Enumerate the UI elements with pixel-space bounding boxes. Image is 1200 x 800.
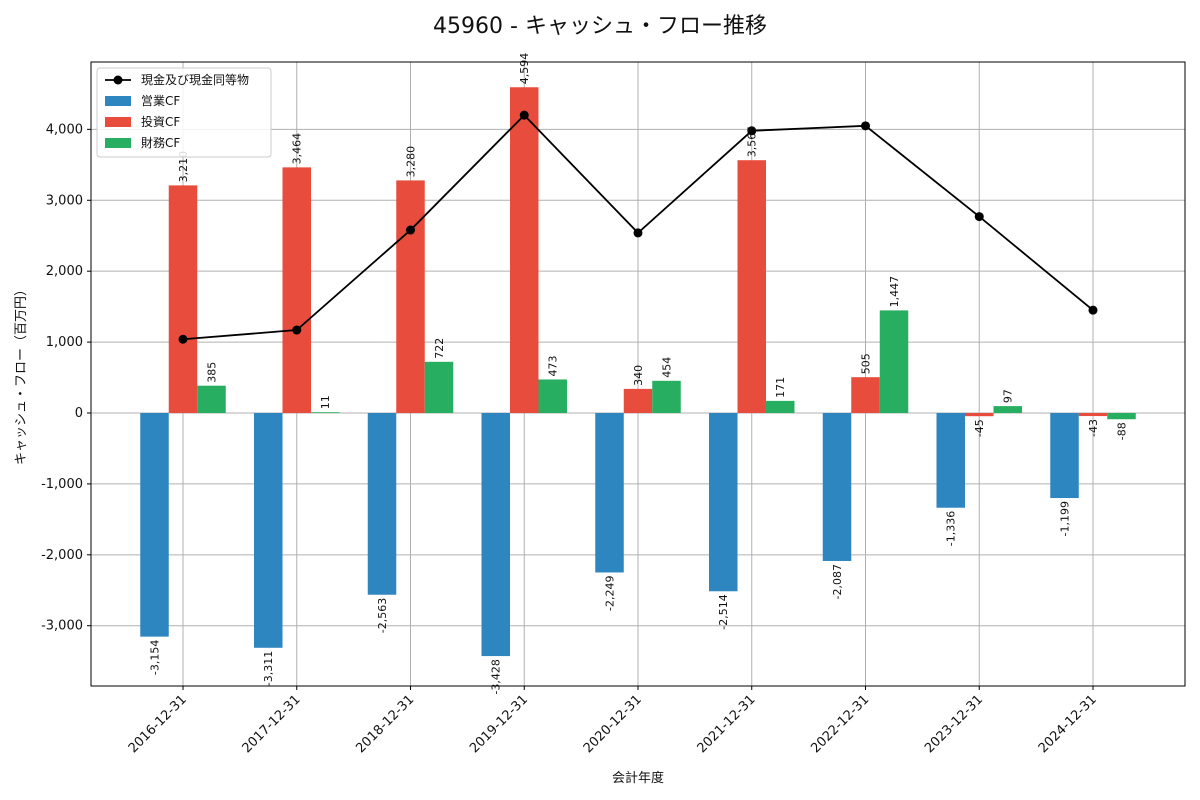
bar-financing: [311, 412, 340, 414]
bar-value-label: 11: [319, 395, 332, 409]
bar-financing: [652, 380, 681, 413]
y-tick-label: 2,000: [46, 264, 83, 279]
y-tick-label: 1,000: [46, 335, 83, 350]
x-tick-label: 2024-12-31: [1036, 692, 1100, 756]
bar-value-label: -2,249: [604, 575, 617, 610]
bar-financing: [538, 379, 567, 413]
bar-investing: [510, 87, 539, 413]
x-tick-label: 2023-12-31: [922, 692, 986, 756]
y-tick-label: 3,000: [46, 193, 83, 208]
bar-investing: [965, 413, 994, 417]
bar-value-label: -45: [973, 419, 986, 437]
bar-value-label: 473: [547, 355, 560, 376]
chart-title: 45960 - キャッシュ・フロー推移: [433, 14, 767, 39]
y-tick-label: -2,000: [41, 548, 83, 563]
x-tick-label: 2017-12-31: [240, 692, 304, 756]
cash-line-point: [747, 126, 757, 136]
bar-value-label: -2,514: [717, 594, 730, 629]
legend-swatch: [105, 96, 131, 106]
bar-financing: [197, 385, 226, 413]
bar-value-label: 3,464: [291, 133, 304, 165]
bar-value-label: 3,280: [405, 146, 418, 178]
y-tick-label: 0: [75, 406, 83, 421]
y-tick-label: 4,000: [46, 122, 83, 137]
bar-value-label: 4,594: [518, 53, 531, 85]
bar-operating: [254, 413, 283, 648]
bar-value-label: -2,087: [831, 564, 844, 599]
bar-value-label: 3,210: [177, 151, 190, 183]
bar-investing: [1078, 413, 1108, 417]
y-axis-label: キャッシュ・フロー（百万円）: [14, 283, 29, 465]
bar-value-label: -2,563: [376, 598, 389, 633]
legend-label: 財務CF: [141, 135, 180, 150]
bar-operating: [140, 413, 169, 637]
cash-line-point: [292, 325, 302, 335]
bar-operating: [595, 413, 624, 573]
bar-investing: [282, 167, 311, 413]
legend-box: [96, 67, 272, 158]
bar-value-label: -1,336: [945, 511, 958, 546]
bar-operating: [709, 413, 738, 592]
bar-value-label: -43: [1087, 419, 1100, 437]
bar-value-label: 97: [1002, 389, 1015, 403]
legend-label: 投資CF: [141, 114, 180, 129]
bar-financing: [993, 406, 1022, 413]
bar-investing: [623, 388, 653, 413]
cash-line-point: [406, 225, 415, 235]
bar-value-label: 340: [632, 365, 645, 386]
x-tick-label: 2020-12-31: [581, 692, 645, 756]
x-tick-label: 2018-12-31: [353, 692, 417, 756]
bar-financing: [766, 400, 795, 413]
bar-operating: [822, 413, 852, 561]
bar-value-label: -3,154: [149, 640, 162, 675]
bar-value-label: 385: [206, 362, 219, 383]
bar-value-label: 505: [860, 353, 873, 374]
data-labels: -3,154 -3,311 -2,563 -3,428 -2,249 -2,514 -2,0…: [149, 53, 1129, 695]
bar-operating: [936, 413, 965, 508]
bar-value-label: 1,447: [888, 276, 901, 308]
bars: [140, 87, 1136, 657]
bar-value-label: 171: [774, 377, 787, 398]
x-tick-label: 2016-12-31: [126, 692, 190, 756]
x-axis-label: 会計年度: [612, 770, 664, 786]
cash-line-point: [633, 228, 643, 238]
cash-line-point: [519, 110, 529, 120]
bar-value-label: -3,311: [262, 651, 275, 686]
x-tick-label: 2022-12-31: [808, 692, 872, 756]
x-tick-label: 2019-12-31: [467, 692, 531, 756]
cash-line-point: [861, 121, 870, 131]
bar-value-label: 722: [433, 338, 446, 359]
x-tick-label: 2021-12-31: [695, 692, 759, 756]
cash-line-point: [974, 212, 984, 222]
bar-investing: [737, 160, 766, 413]
legend-swatch: [105, 117, 131, 127]
legend-label: 現金及び現金同等物: [141, 72, 249, 87]
y-tick-label: -3,000: [41, 619, 83, 634]
bar-investing: [396, 180, 425, 413]
bar-financing: [879, 310, 909, 413]
cash-line: [178, 110, 1098, 344]
bar-value-label: -3,428: [490, 659, 503, 694]
bar-value-label: 454: [661, 357, 674, 378]
y-tick-label: -1,000: [41, 477, 83, 492]
legend-marker: [113, 75, 123, 85]
bar-value-label: -88: [1116, 422, 1129, 440]
bar-investing: [168, 185, 198, 413]
bar-operating: [481, 413, 510, 657]
bar-financing: [1107, 413, 1136, 420]
cash-line-point: [1088, 305, 1098, 315]
legend-label: 営業CF: [141, 94, 180, 108]
bar-investing: [851, 377, 880, 413]
bar-operating: [1050, 413, 1079, 499]
bar-value-label: 3,565: [746, 126, 759, 158]
bar-operating: [367, 413, 397, 595]
cash-line-point: [178, 334, 188, 344]
bar-value-label: -1,199: [1059, 501, 1072, 536]
legend-swatch: [105, 138, 131, 148]
bar-financing: [424, 361, 454, 413]
